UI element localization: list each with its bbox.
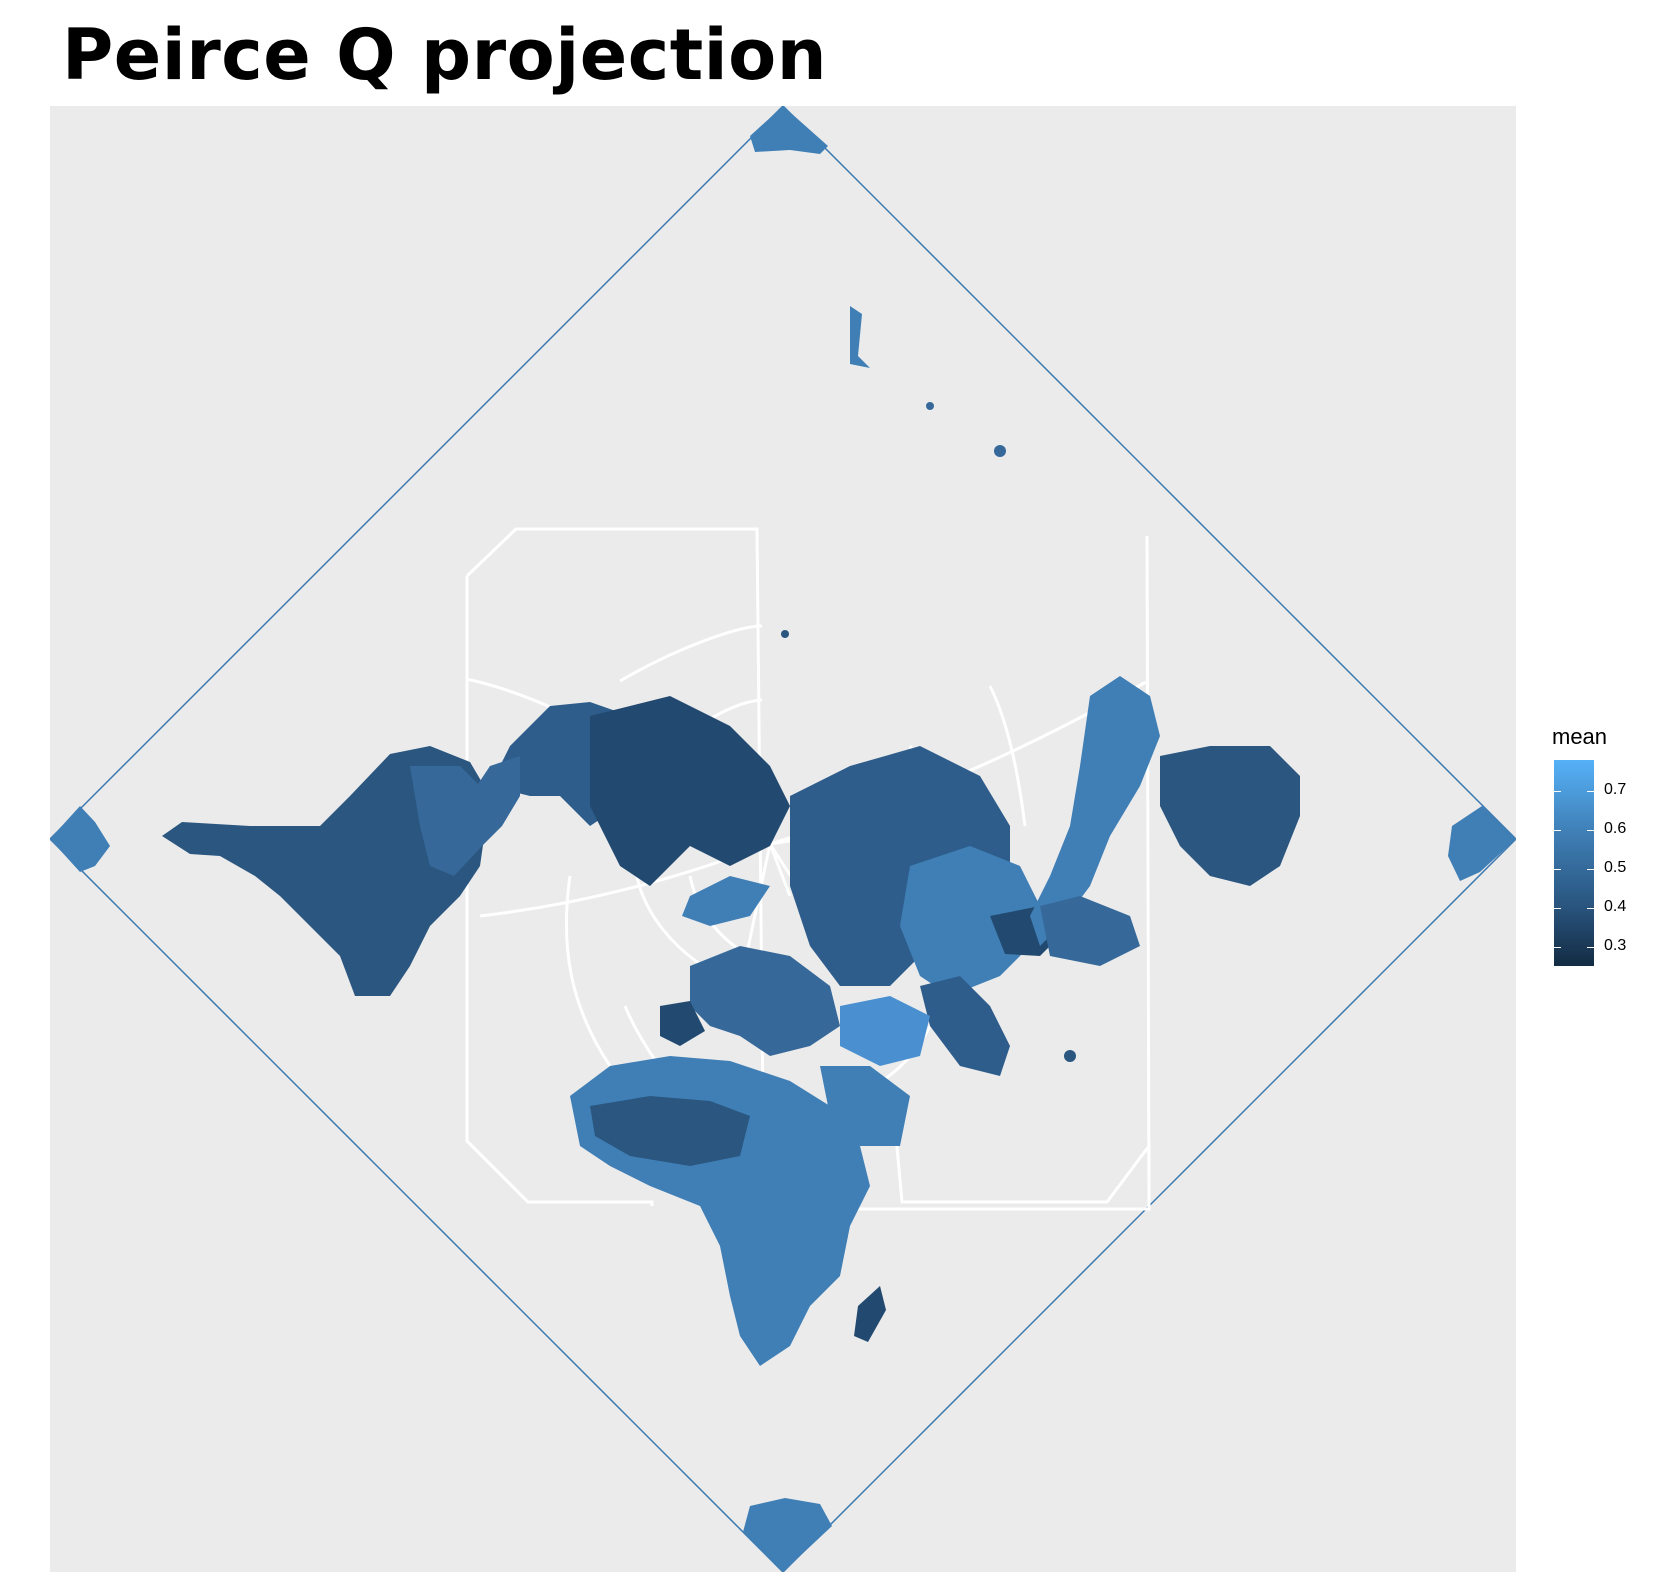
- graticule-arc-5: [988, 685, 1027, 827]
- graticule-outline: [465, 527, 1151, 1211]
- map-svg: [50, 106, 1516, 1572]
- antarctica-bottom: [743, 1498, 832, 1572]
- brazil-east: [410, 766, 490, 876]
- madagascar: [854, 1286, 886, 1342]
- island-1: [994, 445, 1006, 457]
- legend-title: mean: [1552, 724, 1608, 749]
- antarctica-left: [50, 806, 110, 872]
- central-america: [470, 756, 520, 846]
- island-4: [1064, 1050, 1076, 1062]
- graticule-outline-lower: [465, 576, 654, 1206]
- legend: mean 0.7 0.6 0.5 0.4 0.3: [1552, 724, 1662, 966]
- legend-tick-label: 0.4: [1604, 897, 1627, 915]
- japan-indonesia-arc: [1030, 676, 1160, 946]
- chart-title: Peirce Q projection: [62, 14, 828, 96]
- graticule-arc-1: [619, 624, 763, 683]
- island-3: [781, 630, 789, 638]
- antarctica-top: [750, 106, 828, 154]
- graticule-arc-7: [564, 875, 612, 1067]
- land-masses: [50, 106, 1516, 1572]
- china: [900, 846, 1040, 996]
- europe: [690, 946, 840, 1056]
- map-panel: [50, 106, 1516, 1572]
- antarctica-right: [1448, 806, 1516, 881]
- legend-colorbar: [1554, 760, 1594, 966]
- greenland: [682, 876, 770, 926]
- southeast-asia: [1040, 896, 1140, 966]
- new-zealand: [850, 306, 870, 368]
- legend-tick-label: 0.7: [1604, 781, 1627, 799]
- island-2: [926, 402, 934, 410]
- legend-tick-label: 0.6: [1604, 819, 1627, 837]
- legend-tick-label: 0.5: [1604, 858, 1627, 876]
- graticule-meridian-4: [768, 843, 792, 897]
- graticule-right-rim: [894, 1135, 1151, 1209]
- india: [920, 976, 1010, 1076]
- south-america: [162, 746, 490, 996]
- iberia: [660, 1001, 705, 1046]
- turkey-iran: [840, 996, 930, 1066]
- canada-usa: [590, 696, 790, 886]
- australia: [1160, 746, 1300, 886]
- sahel: [590, 1096, 750, 1166]
- legend-tick-label: 0.3: [1604, 936, 1627, 954]
